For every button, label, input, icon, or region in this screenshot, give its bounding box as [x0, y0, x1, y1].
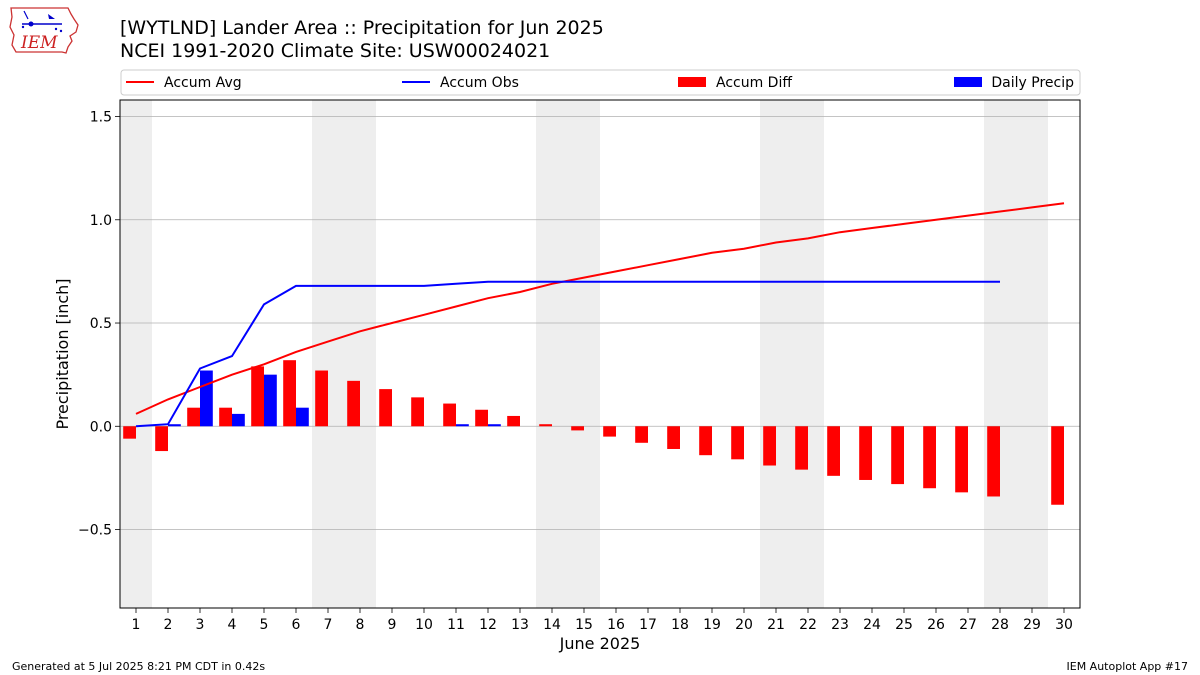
weekend-shade: [120, 100, 152, 608]
accum-diff-bar: [699, 426, 712, 456]
accum-obs-line: [135, 280, 1000, 428]
x-tick-label: 23: [831, 617, 849, 633]
x-tick-label: 21: [767, 617, 785, 633]
weekend-shade: [312, 100, 344, 608]
daily-precip-bar: [296, 407, 309, 427]
daily-precip-bar: [456, 424, 469, 427]
accum-diff-bar: [475, 409, 488, 427]
x-tick-label: 15: [575, 617, 593, 633]
daily-precip-bar: [264, 374, 277, 427]
x-tick-label: 3: [196, 617, 205, 633]
generated-timestamp: Generated at 5 Jul 2025 8:21 PM CDT in 0…: [12, 660, 266, 673]
x-tick-label: 2: [164, 617, 173, 633]
y-tick-label: 0.5: [90, 316, 112, 332]
accum-diff-bar: [507, 415, 520, 427]
accum-avg-line: [135, 202, 1065, 415]
x-tick-label: 19: [703, 617, 721, 633]
weekend-shade: [1016, 100, 1048, 608]
accum-diff-bar: [443, 403, 456, 427]
x-tick-label: 4: [228, 617, 237, 633]
daily-precip-bar: [232, 413, 245, 427]
accum-diff-bar: [123, 426, 136, 439]
logo-text: IEM: [20, 33, 58, 53]
accum-diff-bar: [571, 426, 584, 431]
x-tick-label: 16: [607, 617, 625, 633]
accum-diff-bar: [923, 426, 936, 489]
accum-diff-bar: [891, 426, 904, 485]
y-axis-label: Precipitation [inch]: [53, 278, 72, 429]
accum-diff-bar: [667, 426, 680, 449]
y-tick-label: 1.0: [90, 213, 112, 229]
accum-diff-bar: [379, 389, 392, 427]
y-tick-label: −0.5: [78, 523, 112, 539]
accum-diff-bar: [219, 407, 232, 427]
accum-diff-bar: [347, 380, 360, 427]
x-tick-label: 6: [292, 617, 301, 633]
x-axis-label: June 2025: [559, 634, 641, 653]
x-tick-label: 30: [1055, 617, 1073, 633]
app-credit: IEM Autoplot App #17: [1066, 660, 1189, 673]
accum-diff-bar: [763, 426, 776, 466]
plot-frame: [119, 99, 1081, 609]
accum-diff-bar: [155, 426, 168, 452]
x-tick-label: 11: [447, 617, 465, 633]
x-tick-label: 17: [639, 617, 657, 633]
daily-precip-bar: [488, 424, 501, 427]
legend-label: Accum Diff: [716, 75, 792, 91]
y-tick-label: 1.5: [90, 110, 112, 126]
accum-diff-bar: [795, 426, 808, 470]
accum-diff-bar: [187, 407, 200, 427]
chart-subtitle: NCEI 1991-2020 Climate Site: USW00024021: [120, 40, 551, 62]
accum-diff-bar: [283, 360, 296, 427]
x-tick-label: 25: [895, 617, 913, 633]
x-tick-label: 1: [132, 617, 141, 633]
x-tick-label: 12: [479, 617, 497, 633]
x-tick-label: 13: [511, 617, 529, 633]
legend-swatch-bar: [678, 77, 706, 87]
accum-diff-bar: [603, 426, 616, 437]
x-tick-label: 24: [863, 617, 881, 633]
accum-diff-bar: [731, 426, 744, 460]
x-tick-label: 10: [415, 617, 433, 633]
x-tick-label: 20: [735, 617, 753, 633]
x-tick-label: 27: [959, 617, 977, 633]
weekend-shade: [344, 100, 376, 608]
x-tick-label: 7: [324, 617, 333, 633]
accum-diff-bar: [411, 397, 424, 427]
legend-swatch-bar: [954, 77, 982, 87]
weekend-shade: [568, 100, 600, 608]
legend-label: Daily Precip: [991, 75, 1074, 91]
accum-diff-bar: [827, 426, 840, 476]
weekend-shade: [536, 100, 568, 608]
daily-precip-bar: [200, 370, 213, 427]
x-tick-label: 14: [543, 617, 561, 633]
accum-diff-bar: [859, 426, 872, 480]
accum-diff-bar: [251, 366, 264, 427]
y-tick-label: 0.0: [90, 419, 112, 435]
accum-diff-bar: [635, 426, 648, 443]
x-tick-label: 22: [799, 617, 817, 633]
x-tick-label: 29: [1023, 617, 1041, 633]
x-tick-label: 18: [671, 617, 689, 633]
x-tick-label: 8: [356, 617, 365, 633]
legend-label: Accum Obs: [440, 75, 519, 91]
accum-diff-bar: [1051, 426, 1064, 505]
accum-diff-bar: [315, 370, 328, 427]
x-tick-label: 28: [991, 617, 1009, 633]
accum-diff-bar: [955, 426, 968, 493]
weekend-shade: [792, 100, 824, 608]
accum-diff-bar: [987, 426, 1000, 497]
legend-label: Accum Avg: [164, 75, 242, 91]
accum-diff-bar: [539, 424, 552, 427]
x-tick-label: 26: [927, 617, 945, 633]
x-tick-label: 9: [388, 617, 397, 633]
iem-logo: IEM: [8, 5, 80, 63]
legend-box: [120, 69, 1081, 96]
chart-title: [WYTLND] Lander Area :: Precipitation fo…: [120, 17, 604, 39]
weekend-shade: [760, 100, 792, 608]
x-tick-label: 5: [260, 617, 269, 633]
weekend-shade: [984, 100, 1016, 608]
daily-precip-bar: [168, 424, 181, 427]
